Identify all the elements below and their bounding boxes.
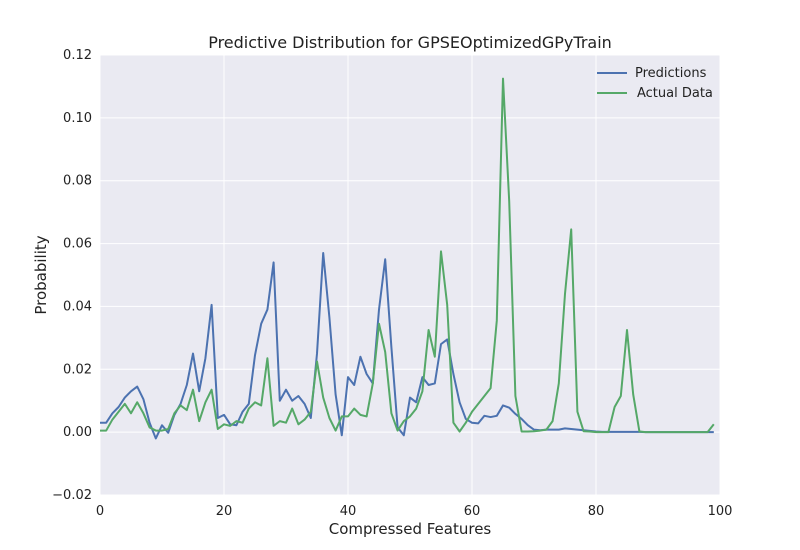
x-tick-label: 80 bbox=[588, 504, 605, 519]
x-tick-label: 0 bbox=[96, 504, 104, 519]
legend-label-predictions: Predictions bbox=[635, 66, 707, 81]
y-tick-label: 0.00 bbox=[63, 425, 92, 440]
y-tick-label: −0.02 bbox=[52, 488, 92, 503]
y-tick-label: 0.10 bbox=[63, 111, 92, 126]
y-tick-label: 0.08 bbox=[63, 174, 92, 189]
x-axis-ticks: 0 20 40 60 80 100 bbox=[96, 504, 733, 519]
y-axis-ticks: −0.02 0.00 0.02 0.04 0.06 0.08 0.10 0.12 bbox=[52, 48, 92, 503]
y-tick-label: 0.04 bbox=[63, 299, 92, 314]
x-axis-label: Compressed Features bbox=[329, 520, 492, 538]
x-tick-label: 60 bbox=[464, 504, 481, 519]
legend-label-actual-data: Actual Data bbox=[637, 86, 713, 101]
x-tick-label: 20 bbox=[216, 504, 233, 519]
y-tick-label: 0.06 bbox=[63, 237, 92, 252]
y-tick-label: 0.02 bbox=[63, 362, 92, 377]
series-line-actual-data bbox=[100, 77, 715, 434]
plot-area bbox=[100, 55, 720, 495]
series-line-predictions bbox=[100, 252, 714, 440]
y-tick-label: 0.12 bbox=[63, 48, 92, 63]
x-tick-label: 100 bbox=[708, 504, 733, 519]
series-lines bbox=[100, 77, 715, 440]
legend: Predictions Actual Data bbox=[597, 66, 713, 101]
y-axis-label: Probability bbox=[32, 235, 50, 314]
chart-title: Predictive Distribution for GPSEOptimize… bbox=[208, 33, 612, 52]
x-tick-label: 40 bbox=[340, 504, 357, 519]
